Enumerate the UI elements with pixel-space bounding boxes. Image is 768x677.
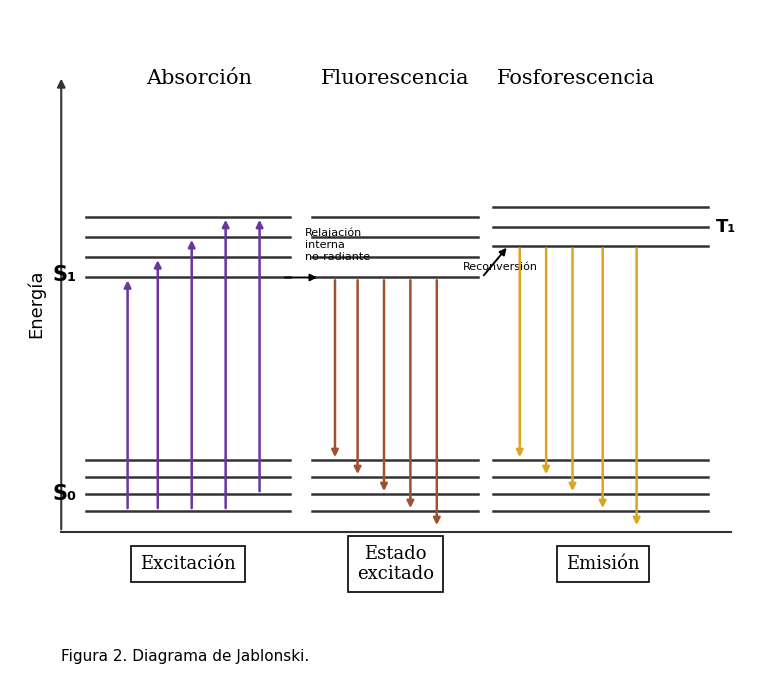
Text: Estado
excitado: Estado excitado	[357, 544, 434, 584]
Text: T₁: T₁	[716, 217, 736, 236]
Text: S₁: S₁	[53, 265, 77, 285]
Text: Absorción: Absorción	[146, 69, 252, 88]
Text: Fosforescencia: Fosforescencia	[497, 69, 655, 88]
Text: Reconversión: Reconversión	[463, 262, 538, 272]
Text: Excitación: Excitación	[140, 555, 236, 573]
Text: Figura 2. Diagrama de Jablonski.: Figura 2. Diagrama de Jablonski.	[61, 649, 310, 664]
Text: Energía: Energía	[26, 269, 45, 338]
Text: Fluorescencia: Fluorescencia	[321, 69, 469, 88]
Text: Emisión: Emisión	[566, 555, 640, 573]
Text: Relajación
interna
no-radiante: Relajación interna no-radiante	[305, 228, 370, 261]
Text: S₀: S₀	[53, 484, 77, 504]
